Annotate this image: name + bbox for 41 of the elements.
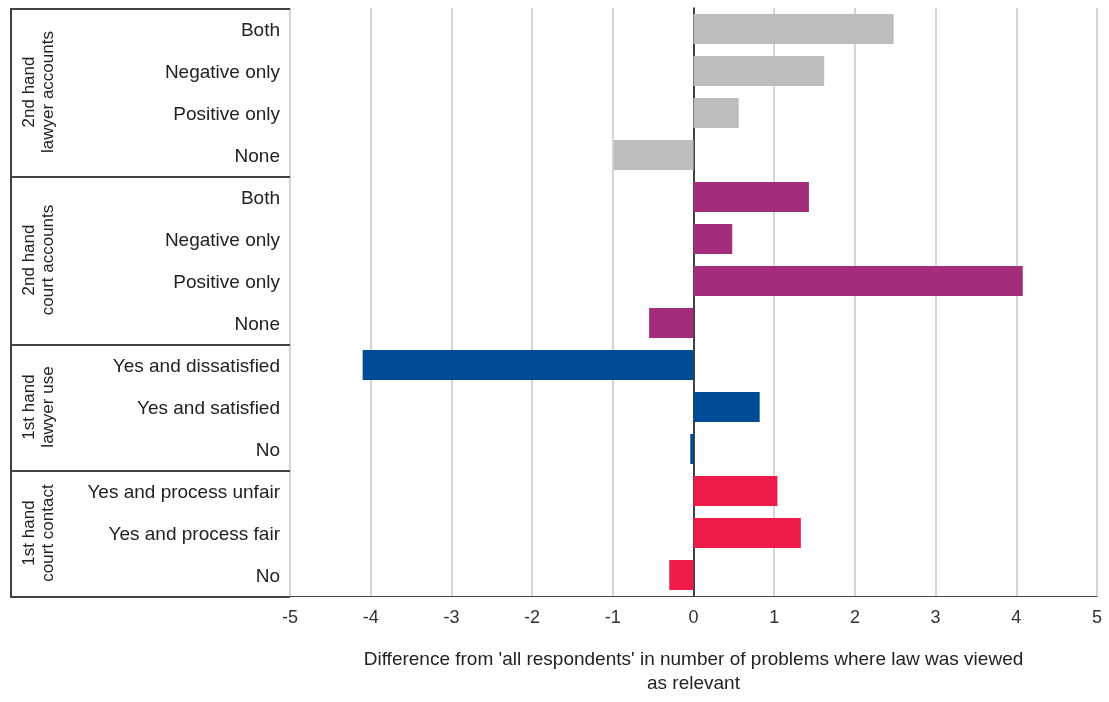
y-tick-label: Yes and process unfair [87, 480, 281, 502]
y-tick-label: Positive only [173, 270, 281, 292]
y-tick-label: None [234, 144, 280, 166]
y-tick-label: No [255, 438, 280, 460]
x-axis-title: Difference from 'all respondents' in number of problems where law was viewed as relevant [363, 647, 1024, 695]
y-tick-label: Both [240, 186, 280, 208]
y-tick-label: Positive only [173, 102, 281, 124]
bar [362, 350, 694, 380]
x-tick-label: -2 [524, 607, 541, 627]
bar [693, 392, 760, 422]
x-tick-label: -5 [281, 607, 299, 627]
bar [690, 434, 694, 464]
y-tick-label: Both [240, 18, 280, 40]
x-tick-label: -4 [362, 607, 379, 627]
y-tick-label: Negative only [164, 60, 281, 82]
bar [693, 98, 739, 128]
y-tick-label: None [234, 312, 280, 334]
x-tick-label: -3 [443, 607, 460, 627]
x-tick-label: -1 [604, 607, 621, 627]
x-tick-label: 0 [688, 607, 699, 627]
bar [693, 182, 809, 212]
bar [693, 266, 1023, 296]
y-tick-label: Yes and process fair [108, 522, 281, 544]
text: 2nd hand court accounts [19, 203, 57, 318]
text: 1st hand court contact [19, 483, 57, 584]
y-tick-label: Negative only [164, 228, 281, 250]
x-tick-label: 4 [1011, 607, 1022, 627]
bar [649, 308, 694, 338]
bar [693, 476, 778, 506]
x-tick-label: 3 [930, 607, 941, 627]
bar [693, 518, 801, 548]
bar [693, 224, 733, 254]
x-tick-label: 2 [849, 607, 860, 627]
x-tick-label: 1 [769, 607, 780, 627]
text: 2nd hand lawyer accounts [19, 30, 57, 155]
bar [669, 560, 694, 590]
y-tick-label: No [255, 564, 280, 586]
text: 1st hand lawyer use [19, 365, 57, 450]
y-tick-label: Yes and dissatisfied [112, 354, 280, 376]
y-tick-label: Yes and satisfied [137, 396, 280, 418]
x-tick-label: 5 [1091, 607, 1103, 627]
